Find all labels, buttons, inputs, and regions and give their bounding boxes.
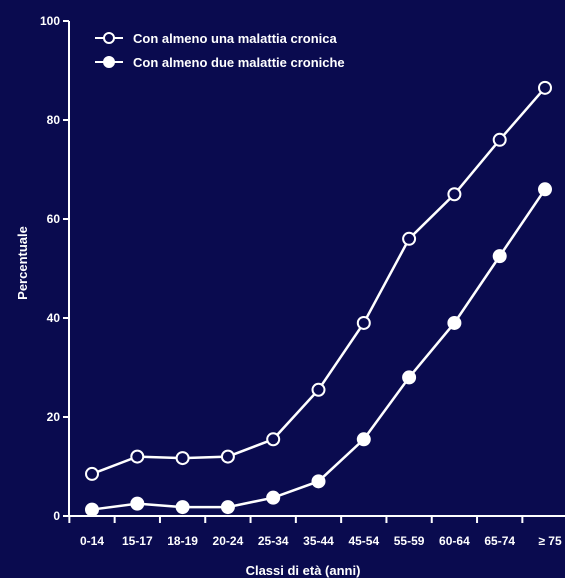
legend-label: Con almeno una malattia cronica (133, 31, 337, 46)
x-tick-label: 45-54 (348, 534, 379, 548)
x-tick-label: 60-64 (439, 534, 470, 548)
x-tick-label: 18-19 (167, 534, 198, 548)
legend-item: Con almeno una malattia cronica (95, 31, 337, 46)
data-point (311, 382, 326, 397)
x-tick-label: 55-59 (394, 534, 425, 548)
data-point (356, 315, 371, 330)
legend-marker (103, 32, 115, 44)
y-tick-label: 20 (47, 410, 61, 424)
legend-marker (103, 56, 115, 68)
data-point (538, 182, 552, 197)
data-point (356, 432, 371, 447)
data-point (220, 449, 235, 464)
data-point (447, 187, 462, 202)
data-point (402, 370, 417, 385)
legend: Con almeno una malattia cronica Con almen… (95, 31, 345, 70)
data-point (492, 249, 507, 264)
series-2 (85, 182, 552, 517)
x-axis-title: Classi di età (anni) (246, 563, 361, 578)
series-layer (85, 80, 552, 517)
y-tick-label: 100 (40, 14, 60, 28)
axes: 0 20 40 60 80 100 0-14 15-17 18-19 20-24 25-34 35-4… (40, 14, 565, 548)
x-tick-label: 35-44 (303, 534, 334, 548)
x-tick-label: ≥ 75 (538, 534, 562, 548)
data-point (402, 231, 417, 246)
series-line (91, 87, 546, 476)
x-tick-label: 20-24 (213, 534, 244, 548)
data-point (175, 500, 190, 515)
data-point (492, 132, 507, 147)
legend-item: Con almeno due malattie croniche (95, 55, 345, 70)
data-point (130, 449, 145, 464)
x-tick-label: 25-34 (258, 534, 289, 548)
x-tick-label: 65-74 (484, 534, 515, 548)
y-tick-label: 80 (47, 113, 61, 127)
x-tick-label: 15-17 (122, 534, 153, 548)
y-tick-label: 0 (53, 509, 60, 523)
data-point (311, 474, 326, 489)
series-1 (85, 80, 552, 481)
y-tick-label: 60 (47, 212, 61, 226)
data-point (538, 80, 552, 95)
x-tick-label: 0-14 (80, 534, 104, 548)
data-point (130, 496, 145, 511)
data-point (447, 315, 462, 330)
data-point (220, 500, 235, 515)
y-axis-title: Percentuale (15, 226, 30, 300)
legend-label: Con almeno due malattie croniche (133, 55, 345, 70)
series-line (91, 188, 547, 511)
y-tick-label: 40 (47, 311, 61, 325)
data-point (266, 490, 281, 505)
data-point (85, 502, 99, 517)
data-point (175, 451, 190, 466)
data-point (85, 466, 99, 481)
data-point (266, 432, 281, 447)
